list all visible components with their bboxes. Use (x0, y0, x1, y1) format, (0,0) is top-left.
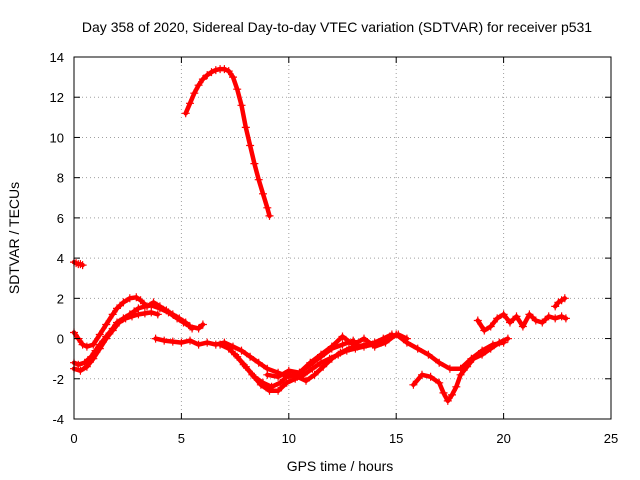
y-tick-label: -2 (52, 372, 64, 387)
series-arc-10 (409, 334, 512, 405)
y-tick-label: -4 (52, 412, 64, 427)
series-trace (71, 295, 195, 349)
y-tick-label: 8 (57, 171, 64, 186)
series-trace (153, 336, 356, 380)
series-trace (552, 296, 568, 309)
y-tick-label: 6 (57, 211, 64, 226)
y-tick-label: 14 (50, 50, 64, 65)
data-point-markers (409, 334, 512, 405)
y-tick-label: 2 (57, 291, 64, 306)
x-axis-label: GPS time / hours (287, 458, 394, 474)
series-trace (183, 66, 272, 219)
plot-frame (73, 56, 612, 420)
series-arc-3 (70, 293, 197, 351)
y-tick-label: 4 (57, 251, 64, 266)
y-axis-label: SDTVAR / TECUs (6, 182, 22, 294)
x-tick-label: 5 (178, 431, 185, 446)
y-tick-label: 10 (50, 130, 64, 145)
data-point-markers (181, 65, 274, 220)
data-point-markers (551, 294, 569, 311)
data-point-markers (473, 310, 570, 335)
grid (74, 57, 611, 419)
series-arc-1 (70, 258, 87, 270)
x-tick-label: 15 (389, 431, 403, 446)
x-tick-label: 0 (70, 431, 77, 446)
data-point-markers (70, 258, 87, 270)
y-tick-label: 12 (50, 90, 64, 105)
chart-title: Day 358 of 2020, Sidereal Day-to-day VTE… (82, 19, 592, 35)
data-series (70, 65, 570, 405)
axis-ticks: 0 5 10 15 20 25 -4 -2 0 2 4 6 8 10 12 14 (50, 50, 619, 446)
series-arc-11 (473, 310, 570, 335)
series-arc-5 (181, 65, 274, 220)
x-tick-label: 20 (496, 431, 510, 446)
series-arc-12 (551, 294, 569, 311)
x-tick-label: 25 (604, 431, 618, 446)
y-tick-label: 0 (57, 332, 64, 347)
x-tick-label: 10 (282, 431, 296, 446)
